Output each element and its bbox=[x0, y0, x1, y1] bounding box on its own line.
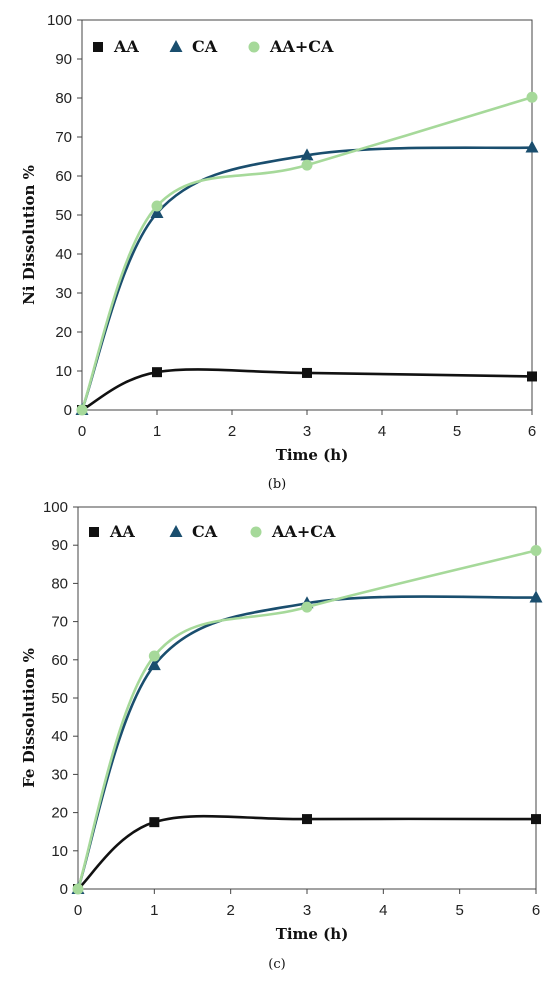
legend-label: AA+CA bbox=[271, 522, 336, 541]
y-tick-label: 0 bbox=[64, 402, 72, 419]
x-tick-label: 5 bbox=[455, 902, 463, 919]
y-tick-label: 60 bbox=[55, 168, 72, 185]
x-tick-label: 6 bbox=[532, 902, 540, 919]
y-tick-label: 20 bbox=[55, 324, 72, 341]
data-point bbox=[527, 371, 537, 382]
series-AA bbox=[73, 814, 541, 894]
y-tick-label: 70 bbox=[51, 614, 68, 631]
y-tick-label: 50 bbox=[51, 690, 68, 707]
legend-label: AA+CA bbox=[269, 37, 334, 56]
x-axis-title: Time (h) bbox=[276, 446, 349, 464]
data-point bbox=[76, 404, 88, 416]
series-line bbox=[77, 814, 537, 890]
data-point bbox=[531, 814, 541, 825]
data-point bbox=[149, 817, 160, 828]
data-point bbox=[301, 601, 313, 613]
legend-label: AA bbox=[113, 37, 139, 56]
data-point bbox=[525, 140, 539, 153]
y-tick-label: 90 bbox=[51, 537, 68, 554]
data-point bbox=[152, 367, 162, 378]
y-axis-title: Fe Dissolution % bbox=[20, 648, 38, 788]
x-tick-label: 2 bbox=[226, 902, 234, 919]
chart-panel-0: 0 10 20 30 40 50 60 70 80 90 100 0 1 2 3 4 5 6 Time (h) Ni … bbox=[20, 12, 539, 492]
legend-label: AA bbox=[109, 522, 135, 541]
y-tick-label: 0 bbox=[60, 881, 68, 898]
data-point bbox=[302, 367, 312, 378]
data-point bbox=[72, 883, 84, 895]
series-line bbox=[81, 368, 533, 412]
data-point bbox=[150, 206, 164, 219]
y-tick-label: 100 bbox=[47, 12, 72, 29]
y-tick-label: 20 bbox=[51, 805, 68, 822]
x-tick-label: 5 bbox=[453, 423, 461, 440]
y-tick-label: 50 bbox=[55, 207, 72, 224]
x-tick-label: 1 bbox=[153, 423, 161, 440]
series-line bbox=[76, 549, 537, 890]
data-point bbox=[301, 159, 313, 171]
x-tick-label: 6 bbox=[528, 423, 536, 440]
data-point bbox=[148, 650, 160, 662]
data-point bbox=[300, 148, 314, 161]
data-point bbox=[530, 545, 542, 557]
y-tick-label: 10 bbox=[51, 843, 68, 860]
legend-marker bbox=[250, 526, 262, 538]
x-axis-title: Time (h) bbox=[276, 925, 349, 943]
legend-marker bbox=[169, 525, 183, 537]
x-tick-label: 4 bbox=[379, 902, 387, 919]
series-AA+CA bbox=[72, 545, 542, 895]
y-tick-label: 100 bbox=[43, 499, 68, 516]
y-tick-label: 70 bbox=[55, 129, 72, 146]
panel-caption: (c) bbox=[268, 957, 285, 972]
legend-label: CA bbox=[192, 522, 218, 541]
data-point bbox=[302, 814, 312, 825]
legend-marker bbox=[93, 42, 103, 52]
y-tick-label: 60 bbox=[51, 652, 68, 669]
x-tick-label: 0 bbox=[74, 902, 82, 919]
legend-marker bbox=[169, 40, 183, 52]
x-tick-label: 0 bbox=[78, 423, 86, 440]
legend-label: CA bbox=[192, 37, 218, 56]
x-tick-label: 2 bbox=[228, 423, 236, 440]
chart-panel-1: 0 10 20 30 40 50 60 70 80 90 100 0 1 2 3 4 5 6 Time (h) Fe … bbox=[20, 499, 543, 972]
data-point bbox=[151, 200, 163, 212]
legend-marker bbox=[248, 41, 260, 53]
data-point bbox=[526, 91, 538, 103]
y-tick-label: 10 bbox=[55, 363, 72, 380]
data-point bbox=[529, 590, 543, 603]
series-line bbox=[80, 95, 533, 411]
plot-area bbox=[77, 506, 537, 890]
x-tick-label: 3 bbox=[303, 423, 311, 440]
y-tick-label: 30 bbox=[55, 285, 72, 302]
y-axis-title: Ni Dissolution % bbox=[20, 165, 38, 305]
legend-marker bbox=[89, 527, 99, 537]
y-tick-label: 30 bbox=[51, 766, 68, 783]
series-CA bbox=[71, 590, 543, 894]
y-tick-label: 80 bbox=[51, 575, 68, 592]
series-AA bbox=[77, 367, 537, 415]
x-tick-label: 3 bbox=[303, 902, 311, 919]
panel-caption: (b) bbox=[268, 477, 286, 492]
data-point bbox=[147, 658, 161, 671]
series-AA+CA bbox=[76, 91, 538, 416]
y-tick-label: 40 bbox=[55, 246, 72, 263]
y-tick-label: 90 bbox=[55, 51, 72, 68]
x-tick-label: 4 bbox=[378, 423, 386, 440]
y-tick-label: 40 bbox=[51, 728, 68, 745]
y-tick-label: 80 bbox=[55, 90, 72, 107]
series-line bbox=[76, 595, 537, 890]
x-tick-label: 1 bbox=[150, 902, 158, 919]
